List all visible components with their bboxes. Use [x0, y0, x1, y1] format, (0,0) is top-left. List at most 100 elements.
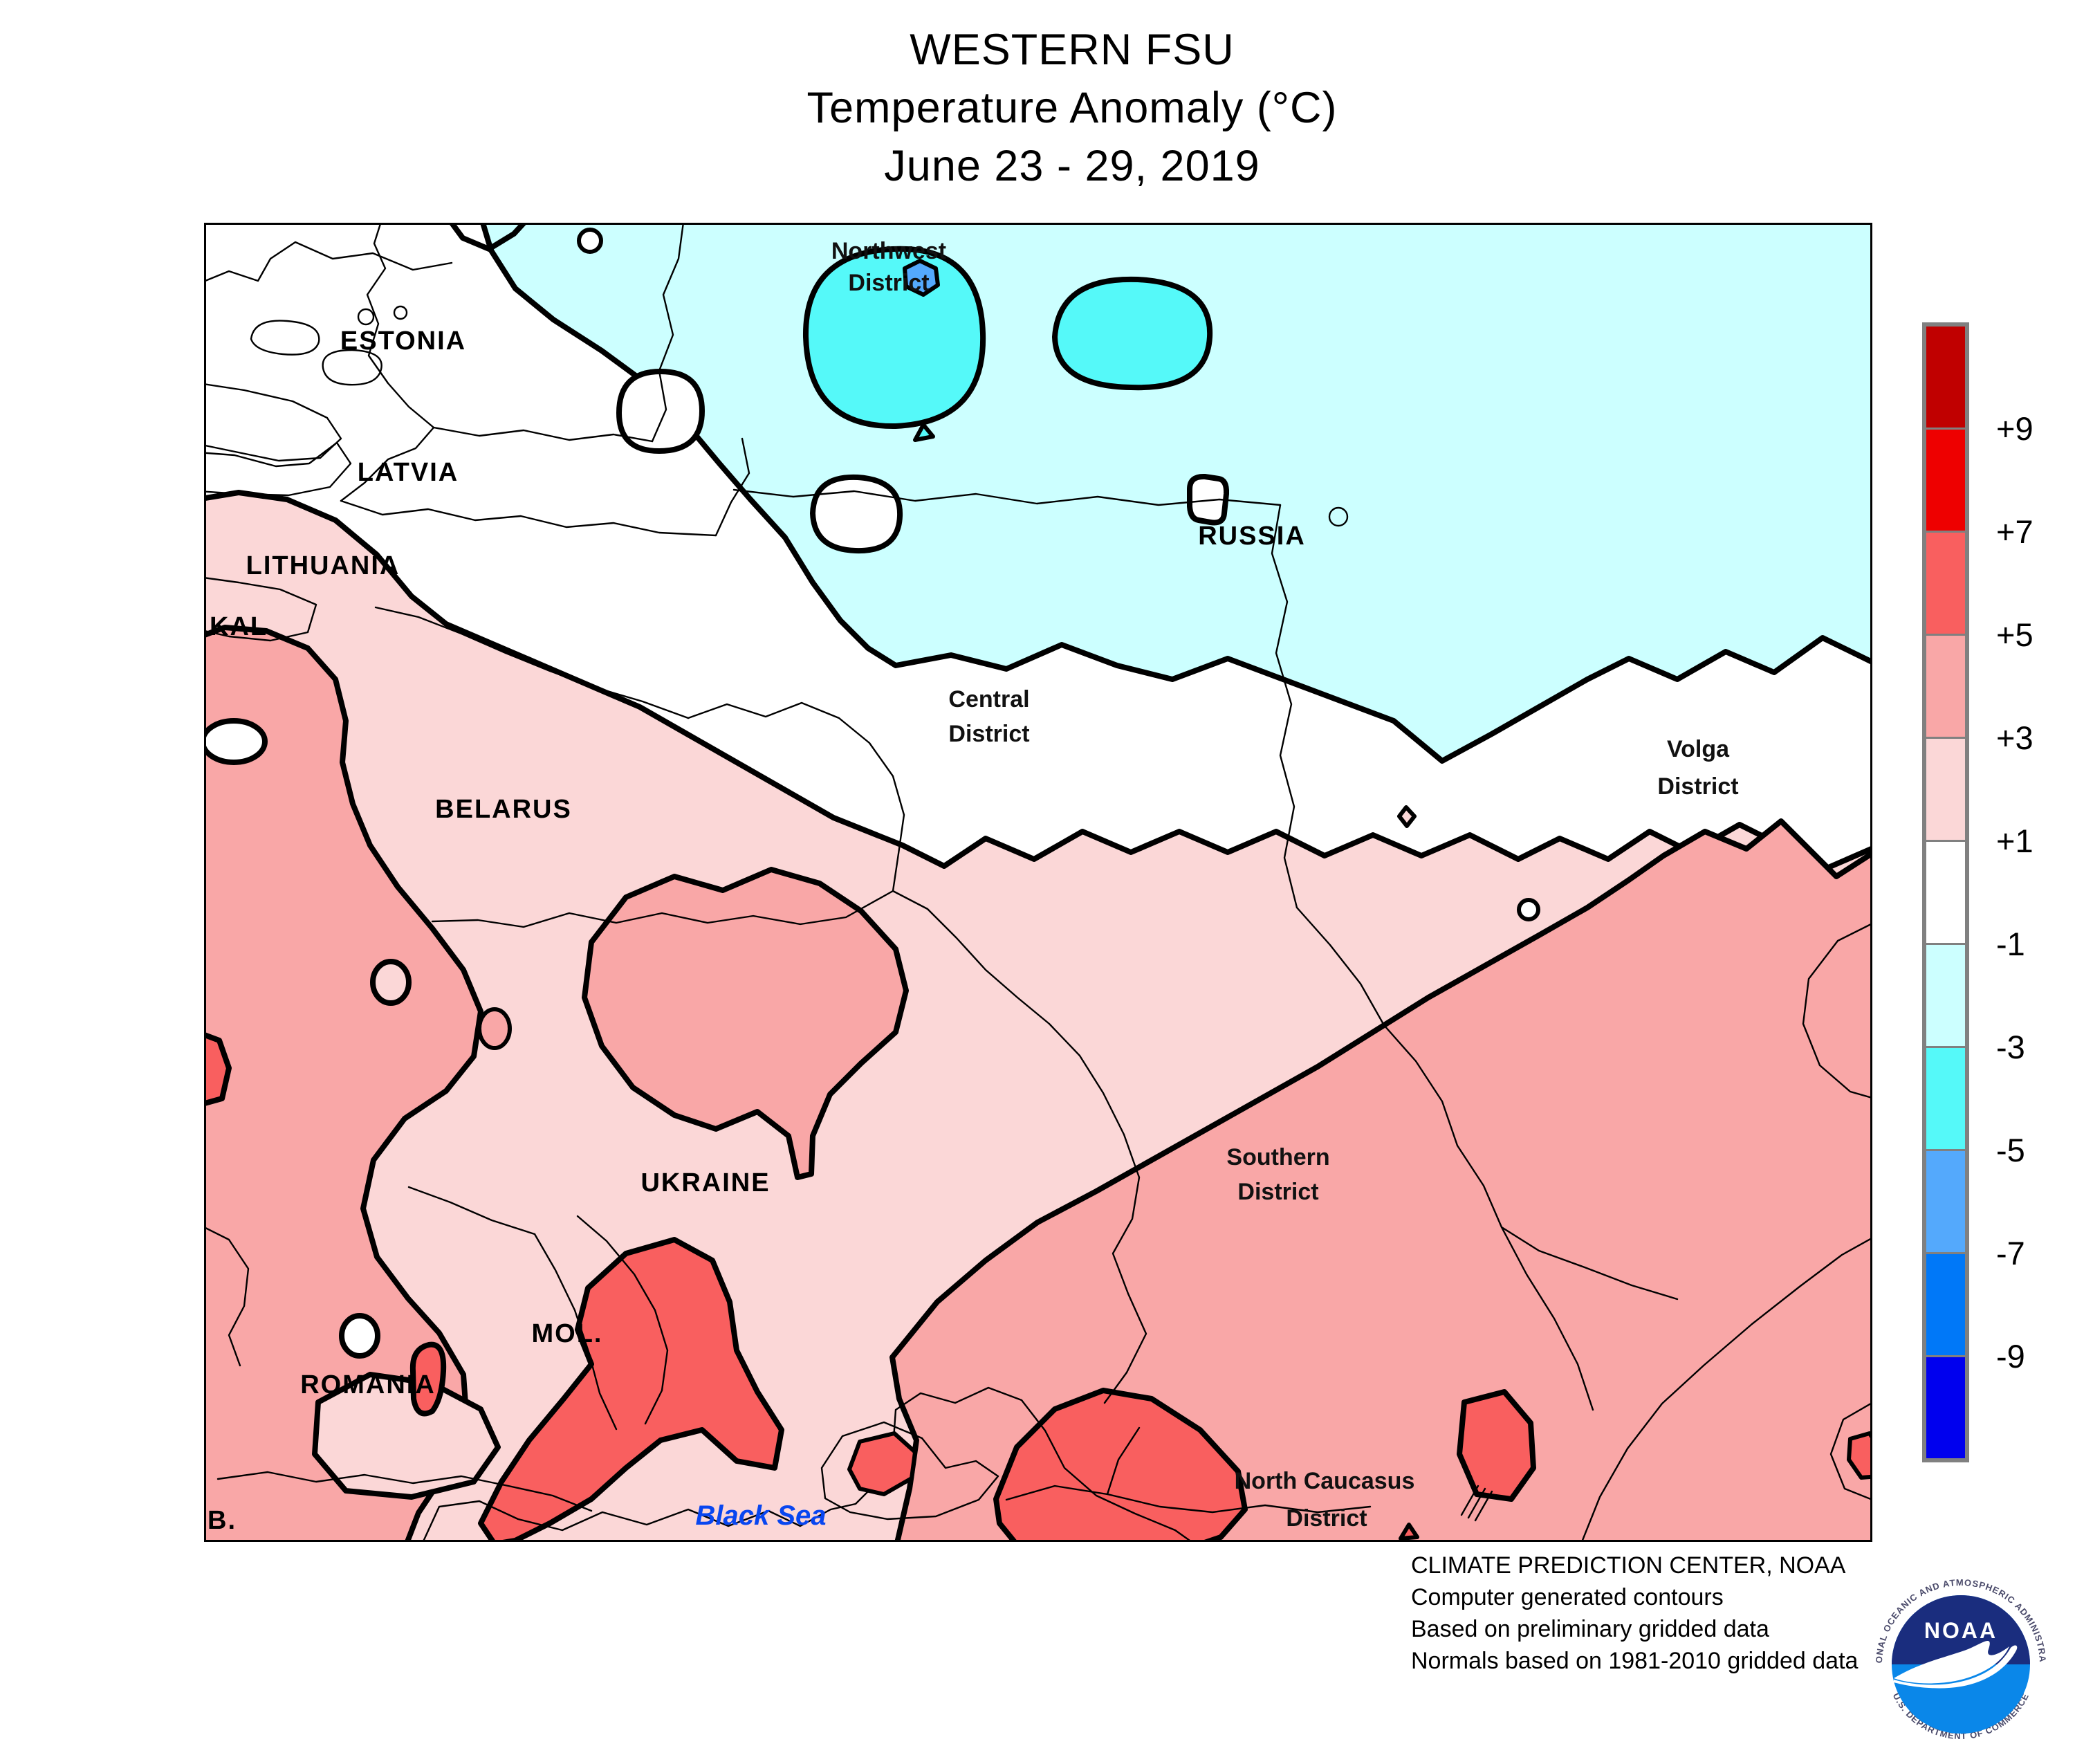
credit-line-4: Normals based on 1981-2010 gridded data — [1411, 1648, 1859, 1674]
label-volga-district-2: District — [1657, 773, 1738, 800]
credit-line-1: CLIMATE PREDICTION CENTER, NOAA — [1411, 1552, 1846, 1579]
colorbar-label: +5 — [1996, 616, 2034, 653]
colorbar-cell — [1926, 840, 1965, 943]
border-kazakhstan — [1500, 1226, 1594, 1411]
colorbar-labels: +9 +7 +5 +3 +1 -1 -3 -5 -7 -9 — [1996, 0, 2075, 1764]
noaa-logo: NATIONAL OCEANIC AND ATMOSPHERIC ADMINIS… — [1871, 1574, 2051, 1754]
map-labels: ESTONIA LATVIA LITHUANIA KAL. BELARUS RU… — [208, 238, 1739, 1535]
label-central-district-1: Central — [948, 686, 1029, 713]
border-romania-south — [216, 1471, 593, 1512]
colorbar-cell — [1926, 327, 1965, 428]
region-salmon-speck — [1399, 1523, 1419, 1541]
region-medium-southeast — [889, 818, 1872, 1542]
label-moldova: MOL. — [532, 1319, 603, 1348]
island-1 — [250, 320, 320, 356]
region-salmon-crimea — [847, 1431, 917, 1496]
gulf-of-riga — [204, 441, 352, 497]
colorbar-cell — [1926, 1149, 1965, 1252]
map-title: WESTERN FSU Temperature Anomaly (°C) Jun… — [415, 21, 1729, 195]
pink-diamond-speck — [1397, 805, 1417, 828]
courland-strip — [204, 383, 342, 462]
region-cyan-speck — [913, 423, 935, 442]
border-belarus-russia — [687, 701, 905, 892]
colorbar-label: -9 — [1996, 1338, 2025, 1375]
crimea — [820, 1421, 999, 1520]
colorbar-label: -3 — [1996, 1029, 2025, 1065]
region-cyan-blob-east — [1052, 276, 1213, 391]
credit-line-3: Based on preliminary gridded data — [1411, 1616, 1769, 1642]
colorbar-cell — [1926, 428, 1965, 531]
region-romania-interior — [312, 1372, 501, 1500]
lagoon-hatch — [1460, 1485, 1493, 1522]
label-southern-district-1: Southern — [1226, 1144, 1329, 1170]
label-lithuania: LITHUANIA — [246, 551, 400, 580]
border-moldova-west — [533, 1233, 618, 1431]
region-salmon-romania — [409, 1341, 447, 1417]
caspian-nw-bulge — [1802, 922, 1872, 1099]
label-northwest-district-2: District — [848, 270, 929, 296]
noaa-seagull-icon — [1894, 1640, 2009, 1684]
white-speck — [1328, 506, 1349, 527]
border-latvia-russia — [714, 437, 750, 537]
colorbar-label: -5 — [1996, 1132, 2025, 1168]
label-volga-district-1: Volga — [1667, 736, 1730, 762]
border-north-caucasus — [1005, 1485, 1372, 1514]
map-frame — [204, 223, 1872, 1542]
region-cyan-blob-northwest — [802, 246, 986, 430]
region-salmon-east — [1457, 1389, 1536, 1502]
colorbar-cell — [1926, 943, 1965, 1046]
label-romania: ROMANIA — [300, 1370, 436, 1399]
region-salmon-west-edge — [204, 1031, 232, 1107]
border-ukraine-russia — [892, 890, 1147, 1404]
credits: CLIMATE PREDICTION CENTER, NOAA Computer… — [1411, 1550, 1858, 1677]
anomaly-map: ESTONIA LATVIA LITHUANIA KAL. BELARUS RU… — [204, 223, 1872, 1542]
noaa-logo-text: NOAA — [1924, 1618, 1998, 1643]
label-southern-district-2: District — [1237, 1179, 1318, 1205]
caspian-sea — [1580, 1237, 1872, 1542]
border-north-caucasus-2 — [1106, 1426, 1141, 1496]
border-romania-west — [204, 1226, 250, 1367]
title-line-1: WESTERN FSU — [910, 26, 1235, 74]
title-line-2: Temperature Anomaly (°C) — [806, 84, 1338, 132]
white-ring-speck — [1517, 898, 1540, 921]
colorbar-cell — [1926, 1355, 1965, 1458]
noaa-logo-svg: NATIONAL OCEANIC AND ATMOSPHERIC ADMINIS… — [1871, 1574, 2051, 1754]
colorbar — [1922, 322, 1969, 1462]
contour-ring-lake-1 — [616, 369, 705, 454]
noaa-emblem-sky — [1892, 1595, 2030, 1664]
region-white-hole — [1187, 473, 1230, 526]
label-russia: RUSSIA — [1198, 522, 1306, 551]
region-blue-spot — [903, 259, 940, 297]
island-3 — [357, 308, 375, 326]
island-4 — [393, 305, 408, 320]
region-medium-ukraine — [582, 867, 909, 1180]
island-2 — [322, 349, 382, 386]
border-finland-coast — [204, 241, 453, 283]
label-black-sea: Black Sea — [695, 1500, 826, 1531]
region-white-hole-kal — [204, 718, 268, 765]
region-medium-speck — [477, 1007, 512, 1050]
border-district-volga-southern — [1295, 906, 1679, 1301]
border-belarus-ukraine — [431, 890, 894, 928]
contour-top-fragment — [448, 223, 528, 252]
label-ukraine: UKRAINE — [640, 1168, 770, 1197]
border-romania-north — [407, 1186, 536, 1235]
border-estonia-latvia — [432, 426, 654, 443]
label-latvia: LATVIA — [358, 458, 459, 487]
colorbar-label: +7 — [1996, 513, 2034, 550]
label-bulgaria: B. — [208, 1506, 237, 1535]
contour-ring-lake-2 — [810, 474, 903, 554]
border-kaliningrad — [204, 576, 317, 642]
colorbar-label: +9 — [1996, 410, 2034, 447]
region-light-hole — [370, 959, 412, 1006]
border-estonia-russia — [651, 223, 685, 443]
credit-line-2: Computer generated contours — [1411, 1584, 1724, 1610]
east-shore-patch — [1829, 1402, 1872, 1501]
label-belarus: BELARUS — [435, 795, 572, 824]
colorbar-cells — [1926, 327, 1965, 1458]
colorbar-cell — [1926, 634, 1965, 737]
region-salmon-south-ukraine — [478, 1237, 784, 1542]
border-estonia-coast — [340, 223, 435, 502]
border-moldova-east — [576, 1215, 669, 1425]
